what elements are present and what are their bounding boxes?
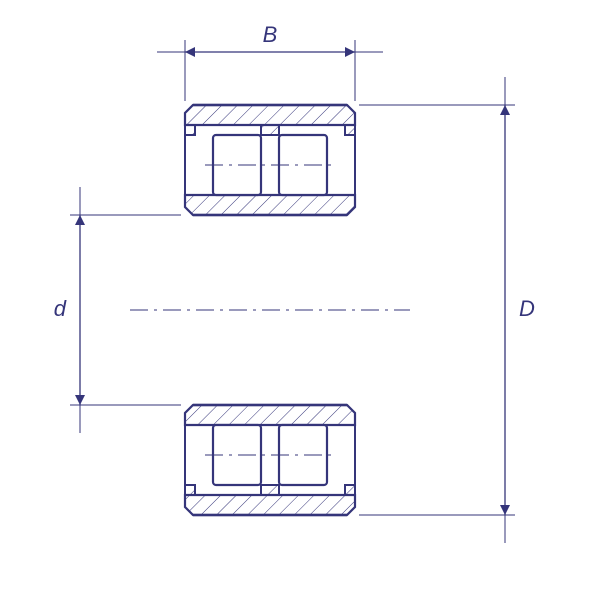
dim-label-width: B bbox=[263, 22, 278, 47]
bearing-section-diagram: Bd D bbox=[0, 0, 600, 600]
dim-label-bore: d bbox=[54, 296, 67, 321]
dim-label-outer: D bbox=[519, 296, 535, 321]
